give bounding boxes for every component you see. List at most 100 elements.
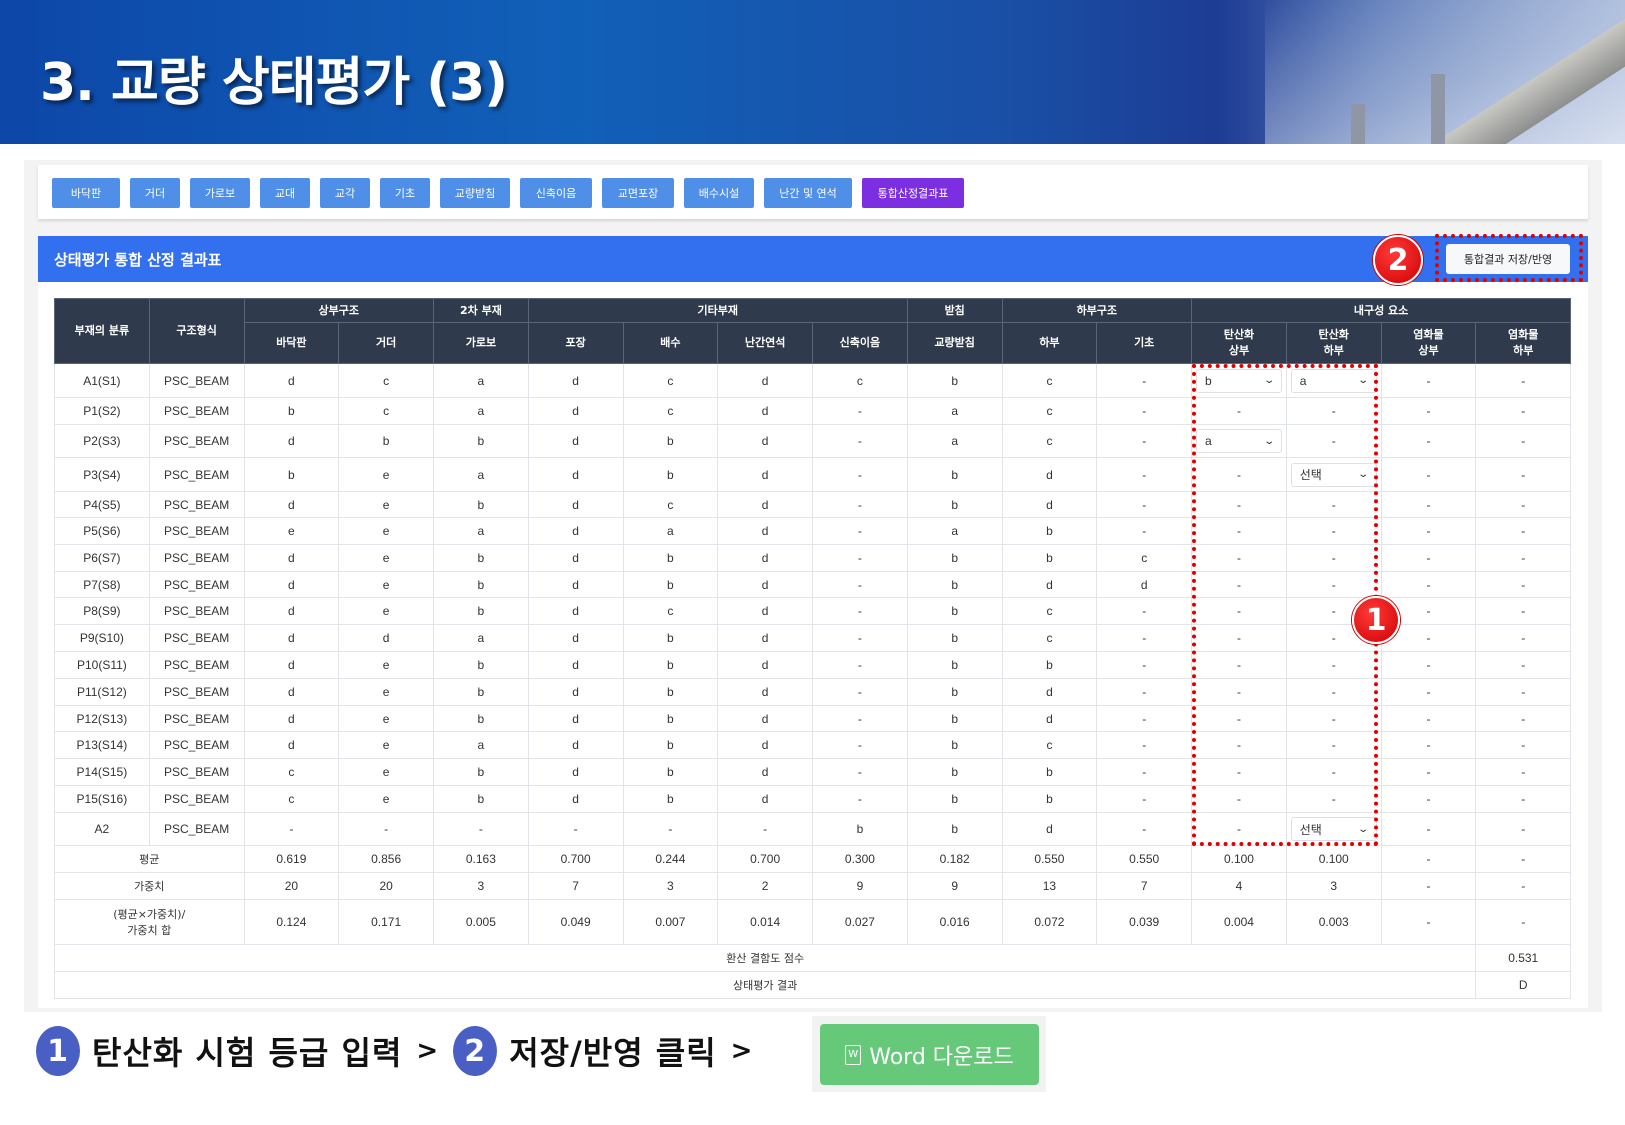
grade-cell: b <box>433 785 529 813</box>
grade-cell: b <box>433 491 529 518</box>
column-header: 교량받침 <box>906 322 1003 364</box>
grade-cell: - <box>1285 571 1382 598</box>
row-name: A2 <box>54 812 150 846</box>
grade-cell: - <box>1475 624 1572 652</box>
row-name: P4(S5) <box>54 491 150 518</box>
summary-value: 0.049 <box>527 899 624 945</box>
step-2-badge: 2 <box>1373 235 1423 285</box>
tab-6[interactable]: 교량받침 <box>440 178 510 208</box>
grade-cell: - <box>1096 424 1193 458</box>
grade-cell: b <box>1001 544 1098 572</box>
table-row: A2 PSC_BEAM - - - - - - b b d - - 선택 ⌄ - - <box>54 812 1572 846</box>
grade-select[interactable]: 선택 ⌄ <box>1290 817 1377 841</box>
summary-value: 9 <box>812 872 908 900</box>
save-apply-button[interactable]: 통합결과 저장/반영 <box>1446 244 1570 274</box>
grade-cell: c <box>622 363 719 398</box>
row-name: P1(S2) <box>54 397 150 425</box>
grade-cell: - <box>338 812 435 846</box>
tab-3[interactable]: 교대 <box>260 178 310 208</box>
separator: > <box>416 1036 440 1066</box>
summary-value: 0.003 <box>1285 899 1382 945</box>
grade-cell: 선택 ⌄ <box>1285 812 1382 846</box>
bridge-pier-graphic <box>1351 104 1365 144</box>
summary-value: 9 <box>906 872 1003 900</box>
summary-value: - <box>1380 872 1477 900</box>
row-type: PSC_BEAM <box>148 678 245 706</box>
summary-value: 13 <box>1001 872 1098 900</box>
row-type: PSC_BEAM <box>148 544 245 572</box>
grade-cell: d <box>527 597 624 625</box>
summary-value: - <box>1475 899 1572 945</box>
tab-4[interactable]: 교각 <box>320 178 370 208</box>
column-header: 염화물 상부 <box>1380 322 1477 364</box>
grade-cell: c <box>338 363 435 398</box>
grade-cell: b <box>622 651 719 679</box>
summary-value: 2 <box>717 872 814 900</box>
grade-cell: e <box>338 731 435 759</box>
word-download-button[interactable]: W Word 다운로드 <box>820 1024 1039 1085</box>
tab-8[interactable]: 교면포장 <box>602 178 674 208</box>
grade-cell: - <box>812 517 908 545</box>
row-name: P6(S7) <box>54 544 150 572</box>
grade-cell: e <box>338 571 435 598</box>
grade-select[interactable]: a ⌄ <box>1195 429 1282 453</box>
table-row: A1(S1) PSC_BEAM d c a d c d c b c - b ⌄ a ⌄ - - <box>54 363 1572 398</box>
grade-cell: b <box>906 597 1003 625</box>
grade-cell: b <box>906 491 1003 518</box>
grade-cell: - <box>1191 624 1287 652</box>
grade-select[interactable]: 선택 ⌄ <box>1290 462 1377 487</box>
summary-value: 7 <box>1096 872 1193 900</box>
tab-2[interactable]: 가로보 <box>190 178 250 208</box>
tab-5[interactable]: 기초 <box>380 178 430 208</box>
summary-value: - <box>1380 845 1477 873</box>
tab-7[interactable]: 신축이음 <box>520 178 592 208</box>
summary-value: 0.005 <box>433 899 529 945</box>
grade-cell: d <box>243 624 340 652</box>
tab-11[interactable]: 통합산정결과표 <box>862 178 964 208</box>
tab-bar: 바닥판 거더 가로보 교대 교각 기초 교량받침 신축이음 교면포장 배수시설 난간 및 연석 통합산… <box>38 165 1588 219</box>
tab-0[interactable]: 바닥판 <box>52 178 120 208</box>
table-row: P6(S7) PSC_BEAM d e b d b d - b b c - - - - <box>54 544 1572 572</box>
tab-1[interactable]: 거더 <box>130 178 180 208</box>
grade-cell: - <box>1475 597 1572 625</box>
grade-cell: d <box>717 597 814 625</box>
step-1-number: 1 <box>36 1026 80 1076</box>
grade-select-value: 선택 <box>1299 822 1322 837</box>
grade-cell: - <box>1380 424 1477 458</box>
summary-value: 0.182 <box>906 845 1003 873</box>
header-bearing: 받침 <box>906 298 1003 323</box>
grade-cell: b <box>622 457 719 492</box>
summary-value: 0.700 <box>717 845 814 873</box>
column-header: 탄산화 상부 <box>1191 322 1287 364</box>
grade-cell: - <box>1380 785 1477 813</box>
grade-cell: - <box>1096 363 1193 398</box>
grade-cell: - <box>812 457 908 492</box>
grade-cell: c <box>1001 363 1098 398</box>
summary-value: 3 <box>433 872 529 900</box>
chevron-down-icon: ⌄ <box>1357 823 1370 835</box>
score-row: 환산 결함도 점수 0.531 <box>53 944 1572 972</box>
grade-select[interactable]: b ⌄ <box>1195 368 1282 393</box>
grade-cell: - <box>1380 651 1477 679</box>
grade-cell: e <box>338 678 435 706</box>
grade-cell: - <box>1380 517 1477 545</box>
grade-cell: - <box>1285 517 1382 545</box>
tab-9[interactable]: 배수시설 <box>684 178 754 208</box>
row-name: P15(S16) <box>54 785 150 813</box>
grade-cell: b <box>243 397 340 425</box>
grade-cell: d <box>243 651 340 679</box>
grade-cell: - <box>1285 785 1382 813</box>
grade-cell: - <box>1285 758 1382 786</box>
grade-select[interactable]: a ⌄ <box>1290 368 1377 393</box>
grade-cell: a <box>622 517 719 545</box>
grade-cell: d <box>717 624 814 652</box>
grade-cell: b <box>906 544 1003 572</box>
grade-cell: b <box>243 457 340 492</box>
score-label: 환산 결함도 점수 <box>53 944 1477 972</box>
tab-10[interactable]: 난간 및 연석 <box>764 178 852 208</box>
grade-cell: e <box>338 457 435 492</box>
row-type: PSC_BEAM <box>148 571 245 598</box>
grade-cell: - <box>812 785 908 813</box>
summary-value: 4 <box>1191 872 1287 900</box>
row-name: P7(S8) <box>54 571 150 598</box>
